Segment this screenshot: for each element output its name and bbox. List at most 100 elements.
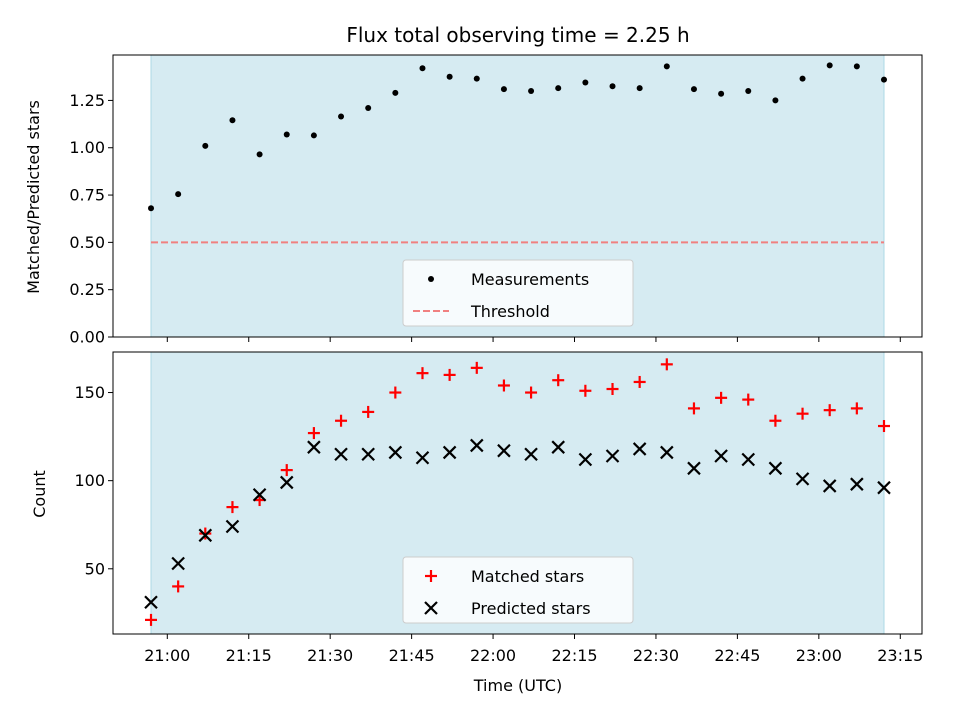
matched-star-point xyxy=(877,420,890,433)
predicted-star-point xyxy=(660,445,674,460)
measurement-point xyxy=(528,87,535,94)
matched-star-point xyxy=(443,368,456,381)
measurement-point xyxy=(772,97,779,104)
legend-marker-predicted xyxy=(424,601,438,615)
matched-star-point xyxy=(145,613,158,626)
matched-star-point xyxy=(470,361,483,374)
matched-star-point xyxy=(823,404,836,417)
measurement-point xyxy=(338,113,345,120)
matched-star-point xyxy=(416,367,429,380)
predicted-star-point xyxy=(470,438,484,453)
matched-star-point xyxy=(579,384,592,397)
y-tick-label-0-1: 0.25 xyxy=(69,280,105,299)
matched-star-point xyxy=(660,358,673,371)
matched-star-point xyxy=(389,386,402,399)
predicted-star-point xyxy=(307,440,321,454)
measurement-point xyxy=(365,104,372,111)
matched-star-point xyxy=(687,402,700,415)
y-tick-label-1-2: 150 xyxy=(74,383,105,402)
predicted-star-point xyxy=(741,452,756,467)
predicted-star-point xyxy=(632,442,647,456)
legend-label-1-0: Matched stars xyxy=(471,567,584,586)
measurement-point xyxy=(392,89,399,96)
matched-star-point xyxy=(335,414,348,427)
matched-star-point xyxy=(280,464,293,477)
predicted-star-point xyxy=(279,475,294,490)
measurement-point xyxy=(310,132,317,139)
matched-star-point xyxy=(606,383,619,396)
matched-star-point xyxy=(497,379,510,392)
measurement-point xyxy=(663,63,670,70)
measurement-point xyxy=(500,86,507,93)
predicted-star-point xyxy=(795,472,810,486)
measurement-point xyxy=(419,65,426,72)
measurement-point xyxy=(473,75,480,82)
matched-star-point xyxy=(525,386,538,399)
measurement-point xyxy=(175,191,182,198)
measurement-point xyxy=(745,87,752,94)
legend-box-0 xyxy=(402,259,634,327)
y-tick-label-1-1: 100 xyxy=(74,471,105,490)
measurement-point xyxy=(148,205,155,212)
matched-star-point xyxy=(742,393,755,406)
matched-star-point xyxy=(715,391,728,404)
x-tick-label-5: 22:15 xyxy=(551,646,597,665)
x-tick-label-3: 21:45 xyxy=(389,646,435,665)
x-tick-label-6: 22:30 xyxy=(633,646,679,665)
measurement-point xyxy=(555,85,562,92)
predicted-star-point xyxy=(822,479,837,493)
measurement-point xyxy=(636,85,643,92)
predicted-star-point xyxy=(171,556,185,571)
measurement-point xyxy=(853,63,860,70)
predicted-star-point xyxy=(225,519,240,534)
predicted-star-point xyxy=(252,487,267,502)
predicted-star-point xyxy=(687,461,701,476)
matched-star-point xyxy=(633,375,646,388)
x-tick-label-1: 21:15 xyxy=(226,646,272,665)
y-tick-label-0-5: 1.25 xyxy=(69,91,105,110)
y-tick-label-1-0: 50 xyxy=(85,559,105,578)
predicted-star-point xyxy=(551,440,565,454)
x-tick-label-9: 23:15 xyxy=(877,646,923,665)
x-tick-label-7: 22:45 xyxy=(714,646,760,665)
legend-label-0-0: Measurements xyxy=(471,270,589,289)
matched-star-point xyxy=(362,405,375,418)
legend-marker-measurements xyxy=(428,276,434,282)
bottom-y-axis-label: Count xyxy=(30,470,49,518)
x-tick-label-0: 21:00 xyxy=(144,646,190,665)
matched-star-point xyxy=(199,527,212,540)
legend-label-0-1: Threshold xyxy=(470,302,550,321)
matched-star-point xyxy=(172,580,185,593)
x-tick-label-8: 23:00 xyxy=(796,646,842,665)
predicted-star-point xyxy=(144,595,158,610)
matched-star-point xyxy=(552,374,565,387)
y-tick-label-0-2: 0.50 xyxy=(69,233,105,252)
matched-star-point xyxy=(769,414,782,427)
predicted-star-point xyxy=(497,443,511,458)
predicted-star-point xyxy=(198,528,213,543)
measurement-point xyxy=(880,76,887,83)
legend-box-1 xyxy=(402,556,634,624)
predicted-star-point xyxy=(388,445,403,460)
predicted-star-point xyxy=(578,452,593,467)
chart-title: Flux total observing time = 2.25 h xyxy=(346,23,689,47)
y-tick-label-0-0: 0.00 xyxy=(69,328,105,347)
matched-star-point xyxy=(307,427,320,440)
predicted-star-point xyxy=(524,447,538,462)
x-tick-label-4: 22:00 xyxy=(470,646,516,665)
top-y-axis-label: Matched/Predicted stars xyxy=(24,100,43,294)
predicted-star-point xyxy=(415,450,430,465)
measurement-point xyxy=(256,151,263,158)
measurement-point xyxy=(283,131,290,138)
y-tick-label-0-4: 1.00 xyxy=(69,138,105,157)
legend-marker-matched xyxy=(425,570,437,582)
predicted-star-point xyxy=(714,449,728,463)
x-axis-label: Time (UTC) xyxy=(473,676,562,695)
measurement-point xyxy=(229,117,236,124)
measurement-point xyxy=(202,142,209,149)
predicted-star-point xyxy=(877,480,891,495)
matched-star-point xyxy=(796,407,809,420)
predicted-star-point xyxy=(768,461,783,476)
predicted-star-point xyxy=(850,477,864,491)
